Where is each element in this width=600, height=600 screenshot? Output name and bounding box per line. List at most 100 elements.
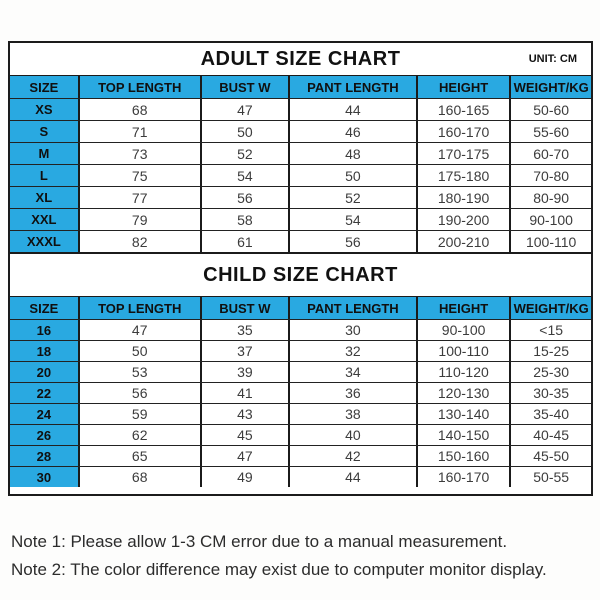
child-chart-title-row: CHILD SIZE CHART	[10, 252, 591, 297]
value-cell: 50	[79, 341, 202, 361]
table-row: 24 59 43 38 130-140 35-40	[10, 403, 591, 424]
column-header-height: HEIGHT	[417, 76, 512, 98]
value-cell: 50	[201, 121, 291, 142]
value-cell: 35-40	[511, 404, 591, 424]
table-row: M 73 52 48 170-175 60-70	[10, 142, 591, 164]
value-cell: 170-175	[417, 143, 512, 164]
column-header-top-length: TOP LENGTH	[79, 297, 202, 319]
note-1: Note 1: Please allow 1-3 CM error due to…	[11, 532, 508, 551]
column-header-size: SIZE	[10, 76, 80, 98]
value-cell: 41	[201, 383, 291, 403]
value-cell: 52	[290, 187, 418, 208]
size-cell: L	[10, 165, 80, 186]
column-header-weight-kg: WEIGHT/KG	[511, 76, 591, 98]
value-cell: 190-200	[417, 209, 512, 230]
value-cell: 15-25	[511, 341, 591, 361]
value-cell: 82	[79, 231, 202, 252]
value-cell: 44	[290, 467, 418, 487]
value-cell: 130-140	[417, 404, 512, 424]
table-row: 26 62 45 40 140-150 40-45	[10, 424, 591, 445]
size-cell: 18	[10, 341, 80, 361]
value-cell: 80-90	[511, 187, 591, 208]
value-cell: 200-210	[417, 231, 512, 252]
value-cell: 30	[290, 320, 418, 340]
size-cell: XS	[10, 99, 80, 120]
value-cell: 90-100	[417, 320, 512, 340]
table-bottom-spacer	[10, 487, 591, 494]
size-cell: S	[10, 121, 80, 142]
size-cell: 28	[10, 446, 80, 466]
value-cell: 43	[201, 404, 291, 424]
size-cell: 22	[10, 383, 80, 403]
value-cell: 50	[290, 165, 418, 186]
value-cell: 30-35	[511, 383, 591, 403]
value-cell: 47	[79, 320, 202, 340]
value-cell: 70-80	[511, 165, 591, 186]
size-cell: M	[10, 143, 80, 164]
value-cell: 47	[201, 446, 291, 466]
notes-section: Note 1: Please allow 1-3 CM error due to…	[11, 528, 591, 583]
value-cell: 55-60	[511, 121, 591, 142]
table-row: 22 56 41 36 120-130 30-35	[10, 382, 591, 403]
size-chart-table: ADULT SIZE CHART UNIT: CM SIZE TOP LENGTH…	[8, 41, 593, 496]
table-row: 20 53 39 34 110-120 25-30	[10, 361, 591, 382]
value-cell: 90-100	[511, 209, 591, 230]
value-cell: 68	[79, 467, 202, 487]
size-cell: XXXL	[10, 231, 80, 252]
table-row: S 71 50 46 160-170 55-60	[10, 120, 591, 142]
note-2: Note 2: The color difference may exist d…	[11, 559, 547, 579]
value-cell: 110-120	[417, 362, 512, 382]
value-cell: 48	[290, 143, 418, 164]
adult-table-body: XS 68 47 44 160-165 50-60 S 71 50 46 160-170 55-60 M…	[10, 98, 591, 252]
table-row: 16 47 35 30 90-100 <15	[10, 319, 591, 340]
column-header-pant-length: PANT LENGTH	[290, 76, 418, 98]
value-cell: 40-45	[511, 425, 591, 445]
value-cell: 79	[79, 209, 202, 230]
value-cell: 75	[79, 165, 202, 186]
value-cell: 38	[290, 404, 418, 424]
value-cell: 47	[201, 99, 291, 120]
size-cell: 20	[10, 362, 80, 382]
table-row: XXL 79 58 54 190-200 90-100	[10, 208, 591, 230]
adult-chart-title-row: ADULT SIZE CHART UNIT: CM	[10, 43, 591, 76]
value-cell: 71	[79, 121, 202, 142]
column-header-weight-kg: WEIGHT/KG	[511, 297, 591, 319]
value-cell: 39	[201, 362, 291, 382]
value-cell: 40	[290, 425, 418, 445]
value-cell: 54	[201, 165, 291, 186]
adult-table-header-row: SIZE TOP LENGTH BUST W PANT LENGTH HEIGHT WEI…	[10, 76, 591, 98]
value-cell: 120-130	[417, 383, 512, 403]
value-cell: <15	[511, 320, 591, 340]
value-cell: 100-110	[511, 231, 591, 252]
size-cell: 30	[10, 467, 80, 487]
value-cell: 65	[79, 446, 202, 466]
table-row: 28 65 47 42 150-160 45-50	[10, 445, 591, 466]
value-cell: 68	[79, 99, 202, 120]
adult-chart-title: ADULT SIZE CHART	[200, 47, 401, 70]
value-cell: 45-50	[511, 446, 591, 466]
value-cell: 58	[201, 209, 291, 230]
child-chart-title: CHILD SIZE CHART	[203, 263, 398, 286]
value-cell: 53	[79, 362, 202, 382]
value-cell: 37	[201, 341, 291, 361]
table-row: XS 68 47 44 160-165 50-60	[10, 98, 591, 120]
column-header-size: SIZE	[10, 297, 80, 319]
value-cell: 25-30	[511, 362, 591, 382]
value-cell: 73	[79, 143, 202, 164]
value-cell: 160-170	[417, 467, 512, 487]
value-cell: 50-55	[511, 467, 591, 487]
value-cell: 44	[290, 99, 418, 120]
value-cell: 52	[201, 143, 291, 164]
value-cell: 56	[79, 383, 202, 403]
value-cell: 50-60	[511, 99, 591, 120]
column-header-pant-length: PANT LENGTH	[290, 297, 418, 319]
column-header-bust-w: BUST W	[201, 297, 291, 319]
table-row: XL 77 56 52 180-190 80-90	[10, 186, 591, 208]
value-cell: 100-110	[417, 341, 512, 361]
value-cell: 140-150	[417, 425, 512, 445]
column-header-height: HEIGHT	[417, 297, 512, 319]
value-cell: 42	[290, 446, 418, 466]
column-header-bust-w: BUST W	[201, 76, 291, 98]
size-cell: 24	[10, 404, 80, 424]
